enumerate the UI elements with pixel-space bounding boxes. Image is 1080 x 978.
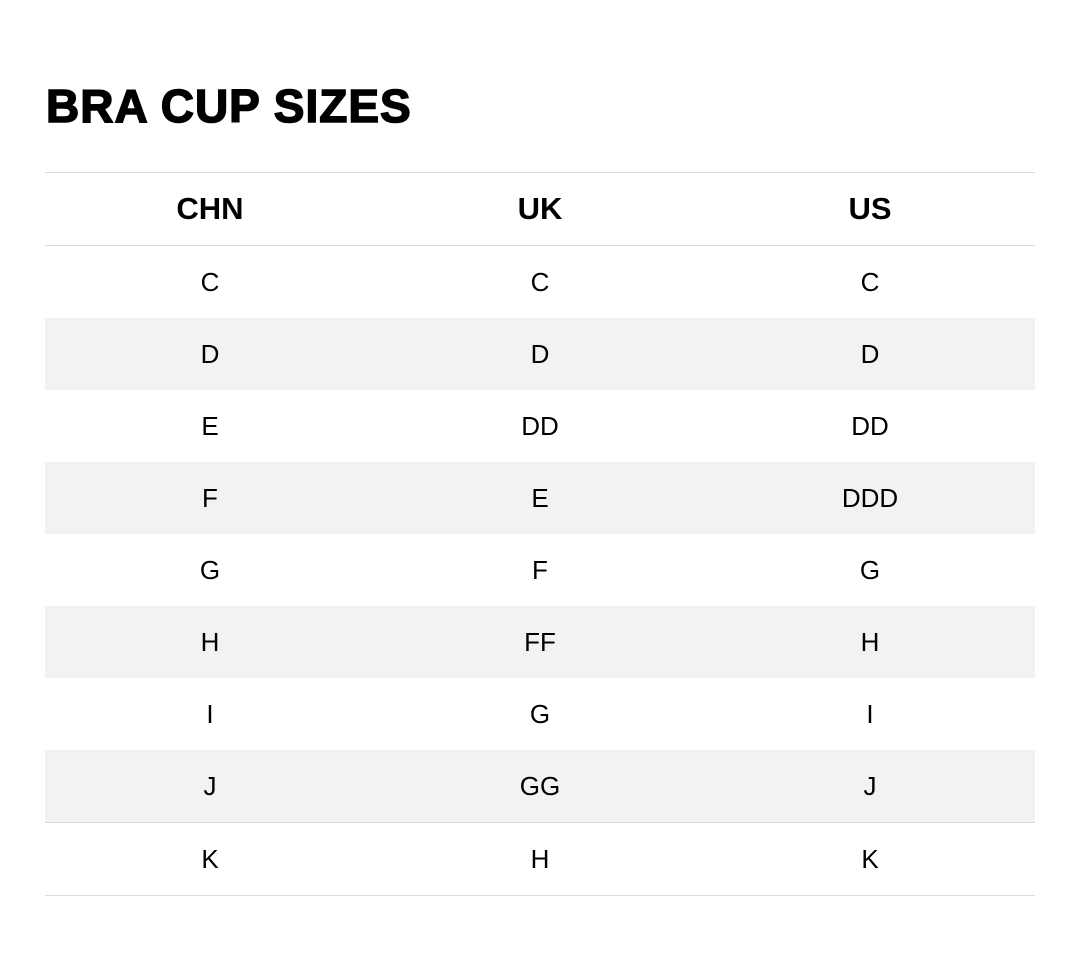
table-cell: H xyxy=(375,822,705,896)
table-cell: K xyxy=(45,822,375,896)
column-header-uk: UK xyxy=(375,172,705,246)
table-cell: H xyxy=(45,606,375,678)
table-cell: G xyxy=(199,554,221,585)
table-cell: J xyxy=(705,750,1035,823)
table-row: H FF H xyxy=(45,606,1035,678)
size-table: CHN UK US C C C D D D E DD DD F E DDD G F G H FF H I G I J GG J K H… xyxy=(45,172,1035,896)
table-cell: DD xyxy=(851,410,889,441)
table-cell: G xyxy=(859,554,881,585)
table-cell: E xyxy=(375,462,705,534)
table-cell: DD xyxy=(521,410,559,441)
table-row: E DD DD xyxy=(45,390,1035,462)
table-cell: F xyxy=(532,554,548,585)
table-row: J GG J xyxy=(45,750,1035,823)
table-cell: J xyxy=(45,750,375,823)
table-cell: FF xyxy=(375,606,705,678)
table-cell: G xyxy=(529,698,551,729)
table-cell: DDD xyxy=(705,462,1035,534)
table-row: F E DDD xyxy=(45,462,1035,534)
table-cell: E xyxy=(201,410,219,441)
table-cell: C xyxy=(860,266,880,297)
table-cell: I xyxy=(866,698,874,729)
table-cell: D xyxy=(375,318,705,390)
column-header-us: US xyxy=(705,172,1035,246)
column-header-chn: CHN xyxy=(45,172,375,246)
table-cell: C xyxy=(530,266,550,297)
table-cell: C xyxy=(200,266,220,297)
table-cell: F xyxy=(45,462,375,534)
table-cell: D xyxy=(45,318,375,390)
table-cell: K xyxy=(705,822,1035,896)
page-title: BRA CUP SIZES xyxy=(45,79,412,133)
table-cell: D xyxy=(705,318,1035,390)
table-header-row: CHN UK US xyxy=(45,172,1035,246)
table-cell: GG xyxy=(375,750,705,823)
table-cell: I xyxy=(206,698,214,729)
table-cell: H xyxy=(705,606,1035,678)
